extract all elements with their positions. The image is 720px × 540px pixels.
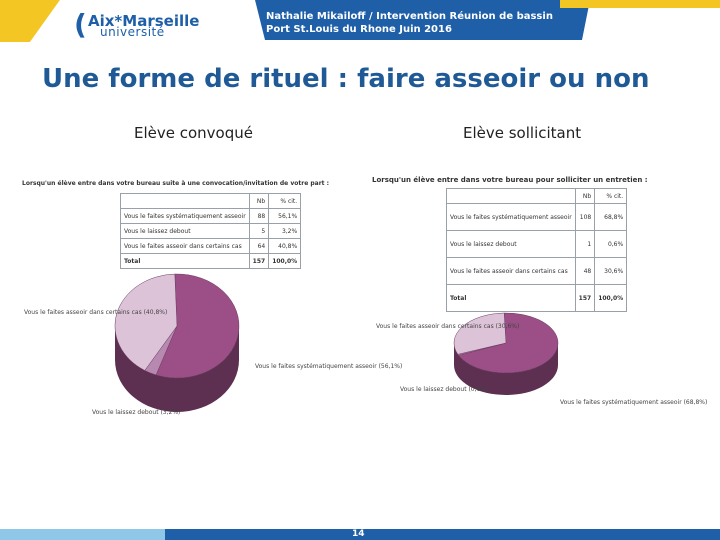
table-cell: 157 [574,284,596,312]
table-cell: 0,6% [594,230,628,258]
table-cell: Vous le faites asseoir dans certains cas [120,238,250,254]
slide-title: Une forme de rituel : faire asseoir ou n… [42,64,650,94]
left-pie-label-standing: Vous le laissez debout (3,2%) [92,409,181,416]
right-pie-label-systematic: Vous le faites systématiquement asseoir … [560,399,708,406]
footer-band [0,529,720,540]
table-cell: 100,0% [268,253,302,269]
table-row: Vous le faites asseoir dans certains cas… [446,257,628,285]
pie-slice [458,312,559,374]
table-cell: 40,8% [268,238,302,254]
pie-side-wall [115,326,239,412]
table-cell: 157 [248,253,270,269]
table-row: Vous le faites systématiquement asseoir … [446,203,628,231]
table-cell: 88 [248,208,270,224]
table-row: Vous le faites asseoir dans certains cas… [120,238,302,254]
table-header-cell: Nb [248,193,270,209]
table-cell: Vous le laissez debout [120,223,250,239]
table-total-row: Total 157 100,0% [120,253,302,269]
table-cell: Total [120,253,250,269]
right-pie-label-standing: Vous le laissez debout (0,6%) [400,386,489,393]
table-total-row: Total 157 100,0% [446,284,628,312]
logo-line1: Aix*Marseille [88,12,200,30]
left-pie-chart [114,273,240,412]
left-table: Nb % cit. Vous le faites systématiquemen… [120,193,302,269]
table-row: Vous le faites systématiquement asseoir … [120,208,302,224]
table-cell: 30,6% [594,257,628,285]
right-pie-label-some-cases: Vous le faites asseoir dans certains cas… [376,323,520,330]
left-subtitle: Elève convoqué [134,124,253,142]
table-row: Vous le laissez debout 5 3,2% [120,223,302,239]
table-header-row: Nb % cit. [120,193,302,209]
header-info: Nathalie Mikailoff / Intervention Réunio… [266,10,553,36]
table-cell: 68,8% [594,203,628,231]
table-header-row: Nb % cit. [446,188,628,204]
table-cell: 64 [248,238,270,254]
logo-line2: université [100,25,165,39]
table-header-cell [446,188,576,204]
pie-slice [453,312,507,355]
pie-side-wall [454,343,558,395]
table-cell: 5 [248,223,270,239]
pie-slice [155,273,240,379]
header-author: Nathalie Mikailoff / Intervention Réunio… [266,11,553,22]
left-pie-label-some-cases: Vous le faites asseoir dans certains cas… [24,309,168,316]
logo-bracket-icon: ( [74,8,87,41]
table-cell: Vous le faites asseoir dans certains cas [446,257,576,285]
table-cell: 1 [574,230,596,258]
table-cell: 100,0% [594,284,628,312]
table-header-cell: % cit. [594,188,628,204]
table-cell: 48 [574,257,596,285]
table-cell: Vous le faites systématiquement asseoir [120,208,250,224]
table-cell: 108 [574,203,596,231]
right-table: Nb % cit. Vous le faites systématiquemen… [446,188,628,312]
table-header-cell [120,193,250,209]
right-pie-chart [453,312,559,395]
table-cell: Vous le faites systématiquement asseoir [446,203,576,231]
left-pie-label-systematic: Vous le faites systématiquement asseoir … [255,363,403,370]
right-caption: Lorsqu'un élève entre dans votre bureau … [372,176,648,184]
table-header-cell: % cit. [268,193,302,209]
table-header-cell: Nb [574,188,596,204]
table-cell: Vous le laissez debout [446,230,576,258]
header-band [0,0,720,42]
header-place: Port St.Louis du Rhone Juin 2016 [266,24,452,35]
table-cell: 56,1% [268,208,302,224]
right-subtitle: Elève sollicitant [463,124,582,142]
table-row: Vous le laissez debout 1 0,6% [446,230,628,258]
pie-slice [114,273,178,371]
page-number: 14 [352,529,365,539]
table-cell: Total [446,284,576,312]
table-cell: 3,2% [268,223,302,239]
left-caption: Lorsqu'un élève entre dans votre bureau … [22,180,330,187]
